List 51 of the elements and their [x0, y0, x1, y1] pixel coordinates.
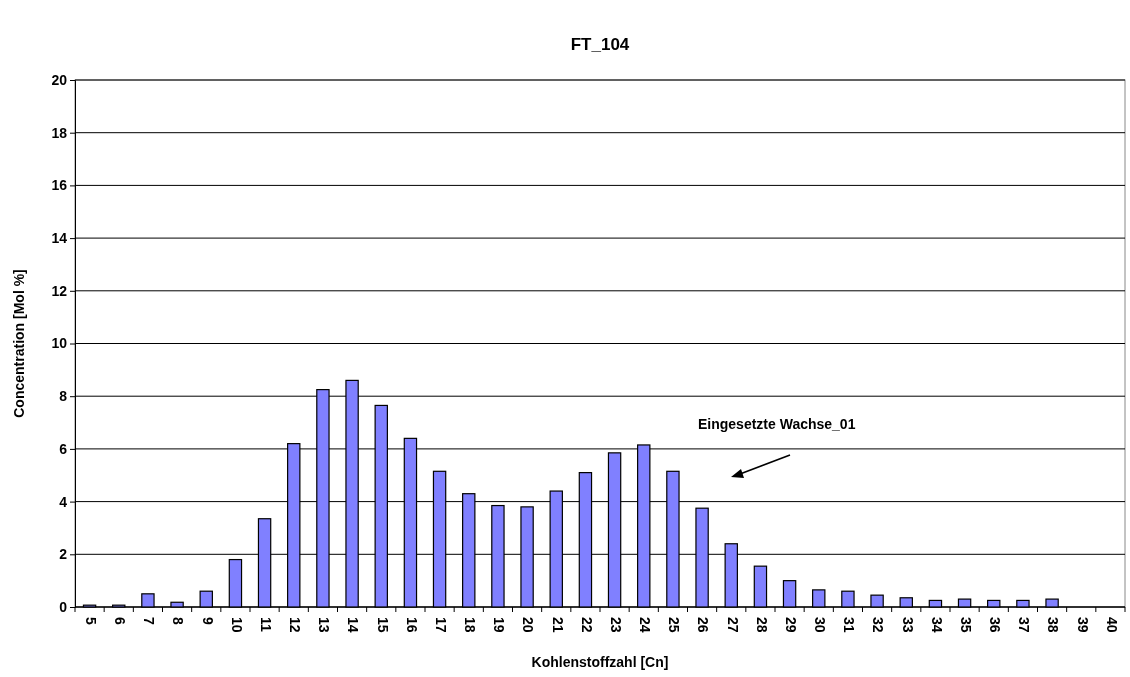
y-tick-label: 14: [51, 230, 68, 247]
x-tick-label: 35: [957, 617, 974, 633]
chart-title: FT_104: [570, 35, 630, 54]
x-tick-label: 33: [899, 617, 916, 633]
x-tick-label: 16: [403, 617, 420, 633]
x-tick-label: 30: [812, 617, 829, 633]
y-tick-label: 4: [59, 493, 68, 510]
x-tick-label: 10: [228, 617, 245, 633]
y-tick-label: 2: [59, 546, 68, 563]
x-tick-label: 18: [462, 617, 479, 633]
x-tick-label: 24: [637, 617, 654, 633]
annotation: Eingesetzte Wachse_01: [698, 416, 856, 432]
y-tick-label: 18: [51, 124, 68, 141]
x-tick-label: 8: [170, 617, 187, 625]
x-tick-label: 26: [695, 617, 712, 633]
y-tick-label: 0: [59, 598, 68, 615]
x-axis-title: Kohlenstoffzahl [Cn]: [531, 654, 669, 670]
x-tick-label: 14: [345, 617, 362, 633]
x-tick-label: 25: [666, 617, 683, 633]
x-tick-label: 9: [199, 617, 216, 625]
x-tick-label: 6: [112, 617, 129, 625]
x-tick-label: 31: [841, 617, 858, 633]
x-tick-label: 20: [520, 617, 537, 633]
y-axis-title: Concentration [Mol %]: [11, 269, 27, 418]
y-tick-label: 20: [51, 71, 68, 88]
x-tick-label: 23: [607, 617, 624, 633]
x-tick-label: 19: [491, 617, 508, 633]
x-tick-label: 22: [578, 617, 595, 633]
x-tick-label: 38: [1045, 617, 1062, 633]
y-tick-label: 12: [51, 282, 68, 299]
x-tick-label: 36: [987, 617, 1004, 633]
x-tick-label: 40: [1103, 617, 1120, 633]
x-tick-label: 5: [82, 617, 99, 625]
x-tick-label: 17: [432, 617, 449, 633]
y-tick-label: 16: [51, 177, 68, 194]
x-tick-label: 39: [1074, 617, 1091, 633]
x-tick-label: 7: [141, 617, 158, 625]
x-tick-label: 28: [753, 617, 770, 633]
x-tick-label: 12: [287, 617, 304, 633]
x-tick-label: 11: [257, 617, 274, 633]
x-tick-label: 15: [374, 617, 391, 633]
y-tick-label: 10: [51, 335, 68, 352]
y-tick-label: 6: [59, 440, 68, 457]
x-tick-label: 32: [870, 617, 887, 633]
y-tick-label: 8: [59, 388, 68, 405]
x-tick-label: 21: [549, 617, 566, 633]
x-tick-label: 29: [782, 617, 799, 633]
x-tick-label: 13: [316, 617, 333, 633]
x-tick-label: 37: [1016, 617, 1033, 633]
x-tick-label: 34: [928, 617, 945, 633]
x-tick-label: 27: [724, 617, 741, 633]
